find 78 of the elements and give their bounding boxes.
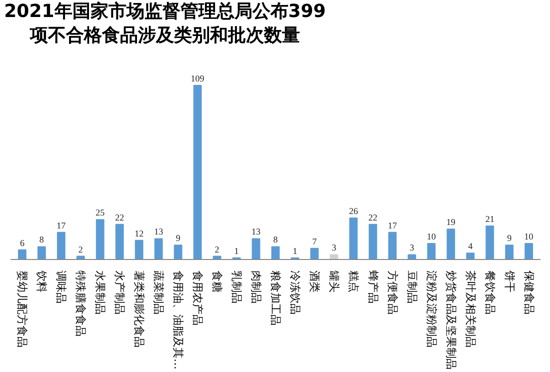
bar — [524, 243, 534, 260]
x-tick-label: 乳制品 — [230, 270, 244, 304]
x-tick-label: 蜂产品 — [366, 270, 380, 304]
x-tick-label: 酒类 — [308, 270, 321, 292]
bar — [330, 254, 338, 260]
bar — [134, 240, 144, 260]
x-tick-label: 粮食加工品 — [269, 270, 282, 326]
bar — [408, 254, 416, 260]
data-label: 9 — [507, 233, 512, 244]
x-tick-label: 水果制品 — [94, 270, 107, 314]
x-tick-label: 食用油、油脂及其… — [172, 270, 185, 370]
data-label: 22 — [368, 212, 378, 222]
bar — [310, 248, 319, 260]
bar — [446, 228, 456, 260]
bar — [486, 225, 494, 260]
x-tick-label: 蔬菜制品 — [152, 270, 166, 314]
data-label: 109 — [190, 73, 205, 84]
bar — [427, 243, 436, 260]
data-label: 26 — [348, 206, 358, 216]
data-label: 10 — [524, 232, 534, 242]
data-label: 13 — [154, 226, 164, 237]
x-tick-label: 冷冻饮品 — [288, 270, 302, 314]
bar — [388, 232, 397, 260]
data-label: 8 — [39, 234, 44, 245]
bar — [37, 246, 46, 260]
x-tick-label: 食糖 — [210, 270, 224, 292]
data-label: 1 — [292, 246, 298, 256]
x-tick-label: 水产制品 — [113, 270, 126, 314]
x-tick-label: 茶叶及相关制品 — [464, 270, 477, 348]
x-tick-label: 保健食品 — [522, 270, 536, 314]
x-tick-label: 糕点 — [346, 270, 360, 292]
bar — [115, 224, 124, 260]
bar — [466, 252, 475, 260]
x-tick-label: 豆制品 — [405, 270, 418, 304]
data-label: 12 — [134, 228, 144, 238]
data-label: 2 — [78, 244, 83, 254]
bar — [18, 249, 26, 260]
x-tick-label: 肉制品 — [250, 270, 263, 304]
x-tick-label: 特殊膳食食品 — [74, 270, 88, 336]
x-tick-label: 婴幼儿配方食品 — [16, 270, 29, 348]
bar — [505, 244, 514, 260]
data-label: 10 — [426, 232, 436, 242]
x-tick-label: 饼干 — [502, 270, 516, 292]
bar — [349, 217, 358, 260]
x-tick-label: 餐饮食品 — [483, 270, 496, 314]
x-tick-label: 方便食品 — [386, 270, 399, 314]
bar — [96, 219, 104, 260]
x-tick-label: 淀粉及淀粉制品 — [424, 270, 438, 348]
x-tick-label: 炒货食品及坚果制品 — [444, 270, 458, 370]
data-label: 25 — [96, 208, 106, 218]
data-label: 3 — [332, 242, 337, 253]
bar — [154, 238, 163, 260]
data-label: 7 — [312, 236, 318, 246]
data-label: 19 — [446, 217, 456, 228]
bar — [252, 238, 260, 260]
bar — [193, 84, 202, 260]
data-label: 2 — [214, 244, 220, 254]
data-label: 1 — [234, 246, 239, 256]
x-tick-label: 饮料 — [35, 270, 48, 292]
x-tick-label: 调味品 — [54, 270, 68, 304]
bar — [368, 224, 378, 260]
data-label: 21 — [485, 214, 494, 224]
data-label: 13 — [252, 226, 262, 237]
data-label: 9 — [176, 233, 181, 244]
x-tick-label: 罐头 — [327, 270, 340, 292]
bar — [174, 244, 182, 260]
chart-title: 2021年国家市场监督管理总局公布399项不合格食品涉及类别和批次数量 — [3, 0, 327, 48]
data-label: 17 — [388, 220, 398, 230]
data-label: 6 — [20, 238, 25, 248]
data-label: 3 — [410, 242, 415, 253]
x-tick-label: 食用农产品 — [191, 270, 204, 326]
data-label: 17 — [56, 220, 66, 230]
bar — [56, 232, 66, 260]
data-label: 8 — [273, 234, 278, 245]
data-label: 22 — [115, 212, 124, 222]
x-tick-label: 薯类和膨化食品 — [132, 270, 146, 348]
data-label: 4 — [468, 241, 474, 252]
bar — [271, 246, 280, 260]
